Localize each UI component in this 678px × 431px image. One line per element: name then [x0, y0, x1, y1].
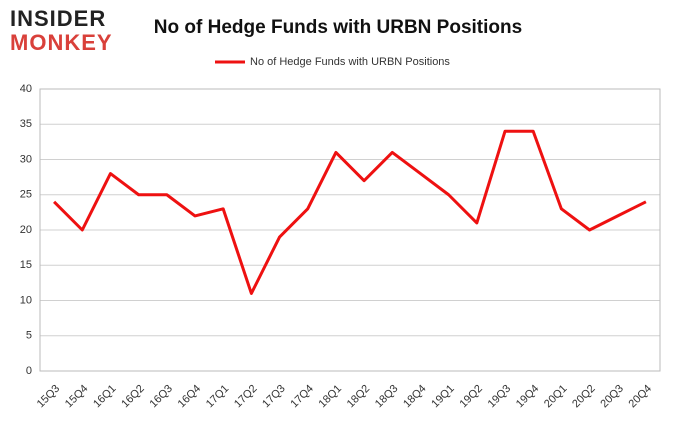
- y-tick-label: 10: [20, 294, 32, 306]
- legend-label: No of Hedge Funds with URBN Positions: [250, 56, 450, 68]
- y-tick-label: 20: [20, 224, 32, 236]
- plot-border: [39, 88, 661, 372]
- y-tick-label: 0: [26, 365, 32, 377]
- logo-bottom: MONKEY: [10, 30, 113, 55]
- y-tick-label: 5: [26, 330, 32, 342]
- y-tick-label: 30: [20, 153, 32, 165]
- y-tick-label: 35: [20, 118, 32, 130]
- y-tick-label: 15: [20, 259, 32, 271]
- data-line: [53, 129, 647, 295]
- y-tick-label: 25: [20, 189, 32, 201]
- logo-top: INSIDER: [10, 6, 106, 31]
- y-tick-label: 40: [20, 83, 32, 95]
- chart-title: No of Hedge Funds with URBN Positions: [154, 17, 522, 38]
